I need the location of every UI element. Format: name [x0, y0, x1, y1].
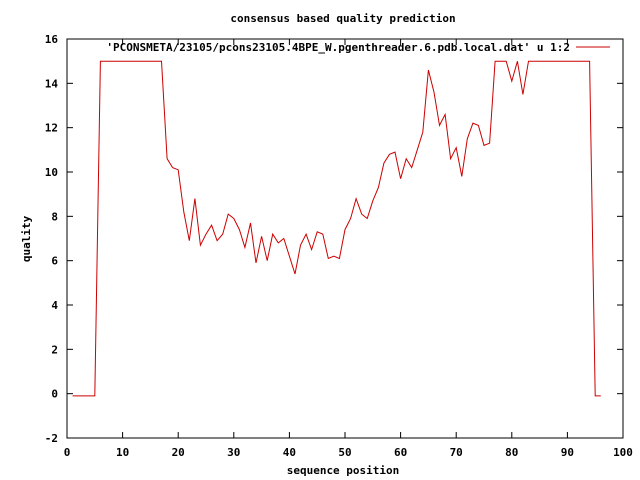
y-tick-label: 10 [45, 166, 58, 179]
x-tick-label: 60 [394, 446, 407, 459]
x-tick-label: 90 [561, 446, 574, 459]
y-tick-label: 14 [45, 77, 59, 90]
x-tick-label: 10 [116, 446, 129, 459]
y-axis-label: quality [20, 215, 33, 262]
x-tick-label: 70 [450, 446, 463, 459]
y-tick-label: 6 [51, 255, 58, 268]
y-tick-label: 12 [45, 122, 58, 135]
y-tick-label: 4 [51, 299, 58, 312]
chart-title: consensus based quality prediction [230, 12, 455, 25]
x-tick-label: 30 [227, 446, 240, 459]
y-tick-label: 0 [51, 388, 58, 401]
series-group [72, 60, 601, 397]
y-axis: -2 0 2 4 6 8 10 12 14 16 [45, 33, 623, 445]
legend: 'PCONSMETA/23105/pcons23105.4BPE_W.pgent… [106, 41, 610, 54]
series-line-0 [72, 60, 601, 397]
x-axis: 0 10 20 30 40 50 60 70 80 90 100 [64, 39, 633, 459]
x-tick-label: 80 [505, 446, 518, 459]
x-tick-label: 0 [64, 446, 71, 459]
x-tick-label: 100 [613, 446, 633, 459]
y-tick-label: 2 [51, 343, 58, 356]
legend-label: 'PCONSMETA/23105/pcons23105.4BPE_W.pgent… [106, 41, 570, 54]
y-tick-label: 16 [45, 33, 59, 46]
y-tick-label: 8 [51, 210, 58, 223]
x-tick-label: 20 [172, 446, 185, 459]
x-tick-label: 50 [338, 446, 351, 459]
y-tick-label: -2 [45, 432, 58, 445]
x-axis-label: sequence position [287, 464, 400, 477]
plot-frame [66, 38, 624, 439]
x-tick-label: 40 [283, 446, 296, 459]
